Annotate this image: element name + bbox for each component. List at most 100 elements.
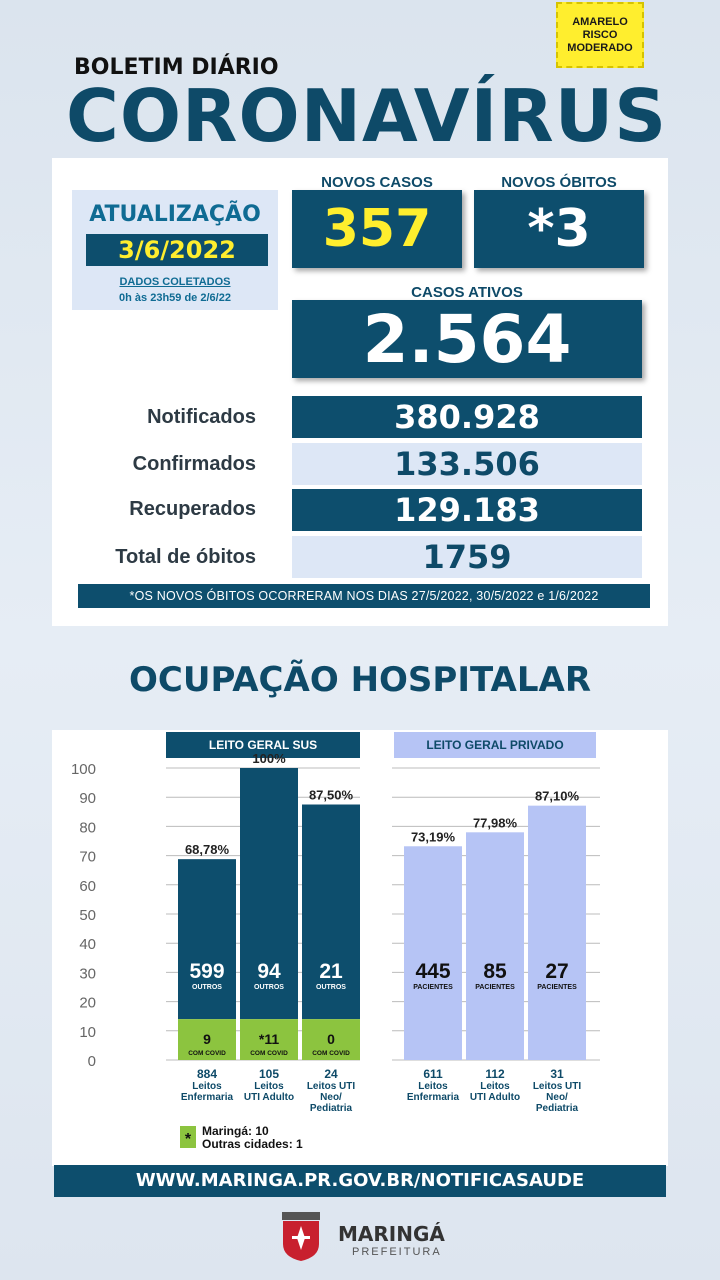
bar-percent-label: 87,50% (309, 788, 354, 803)
bar-patients-value: 85 (483, 960, 507, 983)
collected-label: DADOS COLETADOS (119, 276, 231, 288)
bar-beds-count: 31 (550, 1067, 564, 1081)
bar-percent-label: 77,98% (473, 815, 518, 830)
bar-bed-type: Leitos (480, 1081, 510, 1092)
bar-covid-label: COM COVID (250, 1050, 288, 1057)
y-tick-label: 50 (79, 907, 96, 924)
bar-patients-label: PACIENTES (413, 984, 453, 991)
update-box: ATUALIZAÇÃO 3/6/2022 DADOS COLETADOS 0h … (72, 190, 278, 310)
bar-bed-type: Leitos (254, 1081, 284, 1092)
new-cases-label: NOVOS CASOS (321, 174, 433, 191)
bar-others (302, 804, 360, 1020)
bar-percent-label: 87,10% (535, 789, 580, 804)
bar-covid (240, 1019, 298, 1060)
bar-beds-count: 24 (324, 1067, 338, 1081)
legend-line: Maringá: 10 (202, 1124, 269, 1138)
y-tick-label: 10 (79, 1024, 96, 1041)
bar-others-value: 599 (189, 960, 224, 983)
hospital-occupancy-title: OCUPAÇÃO HOSPITALAR (128, 660, 592, 700)
update-title: ATUALIZAÇÃO (89, 202, 261, 227)
y-tick-label: 90 (79, 790, 96, 807)
bar-beds-count: 105 (259, 1067, 279, 1081)
bar-patients-value: 445 (415, 960, 450, 983)
risk-line-3: MODERADO (567, 41, 633, 54)
bar-private (466, 832, 524, 1060)
y-tick-label: 70 (79, 849, 96, 866)
bar-patients-label: PACIENTES (475, 984, 515, 991)
bar-bed-type: UTI Adulto (470, 1092, 520, 1103)
bar-covid (302, 1019, 360, 1060)
bar-others (240, 768, 298, 1020)
legend-line: Outras cidades: 1 (202, 1137, 303, 1151)
bar-others-label: OUTROS (254, 984, 284, 991)
hospital-chart-card: 100 90 80 70 60 50 40 30 20 10 0 LEITO GERAL SUS 599… (52, 730, 668, 1166)
active-cases-value: 2.564 (292, 300, 642, 378)
bar-percent-label: 73,19% (411, 829, 456, 844)
total-deaths-value: 1759 (292, 536, 642, 578)
new-deaths-label: NOVOS ÓBITOS (501, 174, 617, 191)
bar-beds-count: 112 (485, 1067, 505, 1081)
bar-others (178, 859, 236, 1020)
bar-others-label: OUTROS (192, 984, 222, 991)
bar-bed-type: Leitos UTI (307, 1081, 356, 1092)
confirmed-value: 133.506 (292, 443, 642, 485)
group-header-bg (166, 732, 360, 758)
risk-level-badge: AMARELO RISCO MODERADO (556, 2, 644, 68)
bar-bed-type: Enfermaria (407, 1092, 460, 1103)
update-date: 3/6/2022 (86, 234, 268, 266)
page-title: CORONAVÍRUS (66, 74, 668, 158)
recovered-value: 129.183 (292, 489, 642, 531)
website-link[interactable]: WWW.MARINGA.PR.GOV.BR/NOTIFICASAUDE (54, 1165, 666, 1197)
risk-line-1: AMARELO (572, 15, 628, 28)
bar-bed-type: Pediatria (536, 1103, 579, 1114)
risk-line-2: RISCO (582, 28, 618, 41)
y-tick-label: 30 (79, 965, 96, 982)
city-name: MARINGÁ (338, 1222, 445, 1246)
bar-others-label: OUTROS (316, 984, 346, 991)
bar-beds-count: 611 (423, 1067, 443, 1081)
bar-percent-label: 68,78% (185, 842, 230, 857)
new-cases-value: 357 (292, 190, 462, 268)
group-header-label: LEITO GERAL PRIVADO (426, 738, 563, 752)
bar-bed-type: Leitos (418, 1081, 448, 1092)
bar-bed-type: Leitos (192, 1081, 222, 1092)
bar-covid-value: 9 (203, 1031, 211, 1047)
group-header-label: LEITO GERAL SUS (209, 738, 317, 752)
y-tick-label: 100 (71, 761, 96, 778)
bar-bed-type: Leitos UTI (533, 1081, 582, 1092)
notified-label: Notificados (147, 406, 256, 428)
bar-covid-value: 0 (327, 1031, 335, 1047)
bar-others-value: 21 (319, 960, 343, 983)
y-tick-label: 0 (88, 1053, 96, 1070)
bar-patients-value: 27 (545, 960, 568, 983)
bar-covid-label: COM COVID (188, 1050, 226, 1057)
active-cases-label: CASOS ATIVOS (411, 284, 523, 301)
bar-bed-type: Enfermaria (181, 1092, 234, 1103)
bar-covid-value: *11 (259, 1031, 279, 1047)
y-tick-label: 40 (79, 936, 96, 953)
bar-bed-type: UTI Adulto (244, 1092, 294, 1103)
collected-range: 0h às 23h59 de 2/6/22 (119, 292, 231, 304)
bar-patients-label: PACIENTES (537, 984, 577, 991)
bar-private (404, 846, 462, 1060)
new-deaths-value: *3 (474, 190, 644, 268)
bar-covid (178, 1019, 236, 1060)
confirmed-label: Confirmados (132, 453, 256, 475)
bar-percent-label: 100% (252, 751, 286, 766)
bulletin-label: BOLETIM DIÁRIO (74, 55, 279, 80)
y-tick-label: 80 (79, 819, 96, 836)
y-tick-label: 60 (79, 878, 96, 895)
legend-asterisk: * (185, 1131, 192, 1148)
recovered-label: Recuperados (129, 498, 256, 520)
legend-swatch (180, 1126, 196, 1148)
total-deaths-label: Total de óbitos (115, 546, 256, 568)
deaths-footnote: *OS NOVOS ÓBITOS OCORRERAM NOS DIAS 27/5… (78, 584, 650, 608)
group-header-bg (394, 732, 596, 758)
bar-private (528, 805, 586, 1060)
notified-value: 380.928 (292, 396, 642, 438)
bar-bed-type: Pediatria (310, 1103, 353, 1114)
bar-beds-count: 884 (197, 1067, 217, 1081)
y-tick-label: 20 (79, 995, 96, 1012)
city-subtitle: PREFEITURA (352, 1246, 442, 1258)
